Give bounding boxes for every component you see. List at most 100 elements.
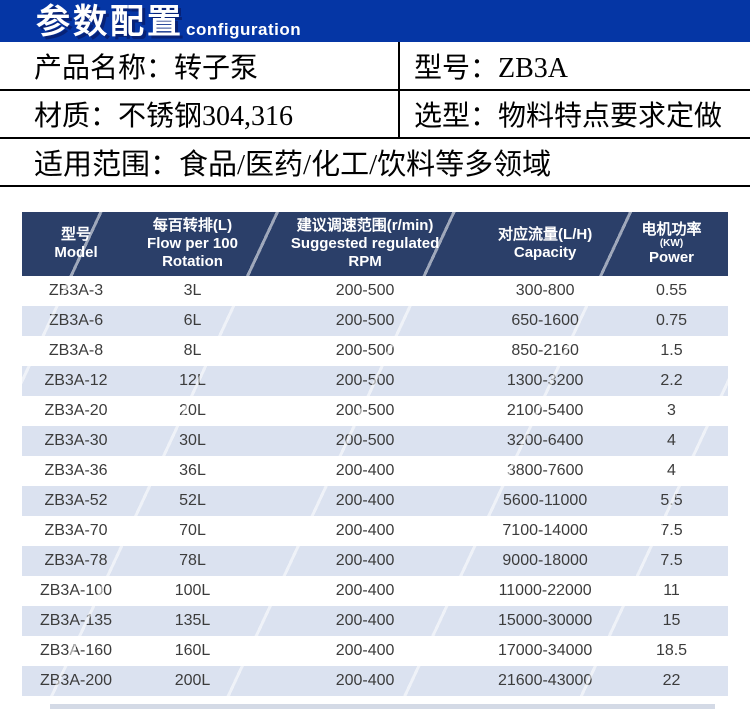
spec-cell: ZB3A-78 [44,552,108,569]
material: 材质：不锈钢304,316 [0,91,400,137]
spec-row-ZB3A-3: ZB3A-3 3L 200-500 300-800 0.55 [22,276,728,306]
spec-cell: 1300-3200 [506,372,584,389]
spec-row-ZB3A-78: ZB3A-78 78L 200-400 9000-18000 7.5 [22,546,728,576]
spec-row-ZB3A-52: ZB3A-52 52L 200-400 5600-11000 5.5 [22,486,728,516]
spec-cell: ZB3A-36 [44,462,108,479]
spec-cell: 17000-34000 [497,642,593,659]
spec-cell: 3200-6400 [506,432,584,449]
banner-subtitle: configuration [186,20,302,39]
spec-cell: 21600-43000 [497,672,593,689]
spec-cell: 52L [179,492,206,509]
spec-cell: 78L [179,552,206,569]
spec-cell: 200-400 [335,642,395,659]
spec-cell: ZB3A-3 [48,282,104,299]
spec-cell: 36L [179,462,206,479]
spec-cell: 15 [662,612,681,629]
product-info: 产品名称：转子泵 型号：ZB3A 材质：不锈钢304,316 选型：物料特点要求… [0,42,750,187]
spec-cell: 12L [179,372,206,389]
spec-cell: 135L [174,612,211,629]
spec-cell: 4 [667,432,676,449]
model-number: 型号：ZB3A [414,52,569,84]
spec-cell: 2100-5400 [506,402,584,419]
selection-note: 选型：物料特点要求定做 [414,101,723,132]
spec-cell: 200-400 [335,612,395,629]
spec-row-ZB3A-160: ZB3A-160 160L 200-400 17000-34000 18.5 [22,636,728,666]
spec-cell: 850-2160 [511,342,579,359]
banner-title: 参数配置 [36,3,184,41]
spec-cell: ZB3A-70 [44,522,108,539]
spec-cell: ZB3A-12 [44,372,108,389]
spec-cell: 7.5 [660,522,683,539]
spec-cell: 200-400 [335,522,395,539]
spec-cell: 20L [179,402,206,419]
spec-row-ZB3A-20: ZB3A-20 20L 200-500 2100-5400 3 [22,396,728,426]
spec-cell: 5600-11000 [503,492,588,509]
spec-cell: 200-400 [335,582,395,599]
column-header-3: 建议调速范围(r/min) Suggested regulated RPM [254,212,476,276]
spec-cell: ZB3A-135 [39,612,113,629]
spec-cell: 0.55 [655,282,688,299]
spec-cell: 650-1600 [511,312,579,329]
spec-cell: ZB3A-20 [44,402,108,419]
spec-cell: 30L [179,432,206,449]
spec-cell: 8L [183,342,202,359]
info-row-3: 适用范围：食品/医药/化工/饮料等多领域 [0,139,750,187]
spec-cell: ZB3A-100 [39,582,113,599]
spec-cell: 2.2 [660,372,683,389]
spec-cell: ZB3A-200 [39,672,113,689]
bottom-divider [50,704,715,709]
spec-cell: ZB3A-8 [48,342,104,359]
spec-cell: ZB3A-30 [44,432,108,449]
spec-cell: 200-400 [335,672,395,689]
spec-cell: 200L [174,672,211,689]
spec-cell: 300-800 [515,282,575,299]
spec-row-ZB3A-200: ZB3A-200 200L 200-400 21600-43000 22 [22,666,728,696]
spec-table-section: 型号 Model 每百转排(L) Flow per 100 Rotation 建议调速范围… [22,212,728,696]
spec-cell: 22 [662,672,681,689]
spec-row-ZB3A-12: ZB3A-12 12L 200-500 1300-3200 2.2 [22,366,728,396]
spec-cell: 1.5 [660,342,683,359]
column-header-4: 对应流量(L/H) Capacity [475,212,616,276]
spec-cell: 11 [663,582,680,599]
spec-cell: ZB3A-160 [39,642,113,659]
spec-row-ZB3A-70: ZB3A-70 70L 200-400 7100-14000 7.5 [22,516,728,546]
application-scope: 适用范围：食品/医药/化工/饮料等多领域 [34,149,552,181]
spec-cell: 0.75 [655,312,688,329]
spec-cell: 200-500 [335,282,395,299]
spec-cell: 160L [174,642,211,659]
info-row-1: 产品名称：转子泵 型号：ZB3A [0,42,750,91]
spec-cell: 9000-18000 [502,552,588,569]
spec-row-ZB3A-100: ZB3A-100 100L 200-400 11000-22000 11 [22,576,728,606]
spec-table-body: ZB3A-3 3L 200-500 300-800 0.55 ZB3A-6 6L 200-50… [22,276,728,696]
header-row: 型号 Model 每百转排(L) Flow per 100 Rotation 建议调速范围… [22,212,728,276]
product-name: 产品名称：转子泵 [0,42,400,89]
spec-row-ZB3A-8: ZB3A-8 8L 200-500 850-2160 1.5 [22,336,728,366]
spec-row-ZB3A-135: ZB3A-135 135L 200-400 15000-30000 15 [22,606,728,636]
spec-cell: 200-500 [335,312,395,329]
spec-cell: ZB3A-52 [44,492,108,509]
spec-cell: 3800-7600 [506,462,584,479]
spec-cell: 200-400 [335,552,395,569]
column-header-1: 型号 Model [22,212,131,276]
spec-cell: 7100-14000 [502,522,588,539]
spec-cell: 3 [667,402,676,419]
spec-cell: 100L [174,582,211,599]
info-row-2: 材质：不锈钢304,316 选型：物料特点要求定做 [0,91,750,139]
spec-cell: 5.5 [660,492,683,509]
spec-cell: 200-400 [335,492,395,509]
spec-cell: 70L [179,522,206,539]
banner: 参数配置 configuration [0,0,750,42]
spec-cell: 7.5 [660,552,683,569]
spec-row-ZB3A-36: ZB3A-36 36L 200-400 3800-7600 4 [22,456,728,486]
column-header-2: 每百转排(L) Flow per 100 Rotation [130,212,255,276]
spec-cell: 11000-22000 [498,582,592,599]
spec-cell: 200-500 [335,402,395,419]
spec-table-header: 型号 Model 每百转排(L) Flow per 100 Rotation 建议调速范围… [22,212,728,276]
spec-cell: 200-500 [335,372,395,389]
spec-cell: ZB3A-6 [48,312,104,329]
spec-cell: 3L [183,282,202,299]
spec-row-ZB3A-6: ZB3A-6 6L 200-500 650-1600 0.75 [22,306,728,336]
spec-table: 型号 Model 每百转排(L) Flow per 100 Rotation 建议调速范围… [22,212,728,696]
column-header-5: 电机功率 (KW) Power [615,212,728,276]
